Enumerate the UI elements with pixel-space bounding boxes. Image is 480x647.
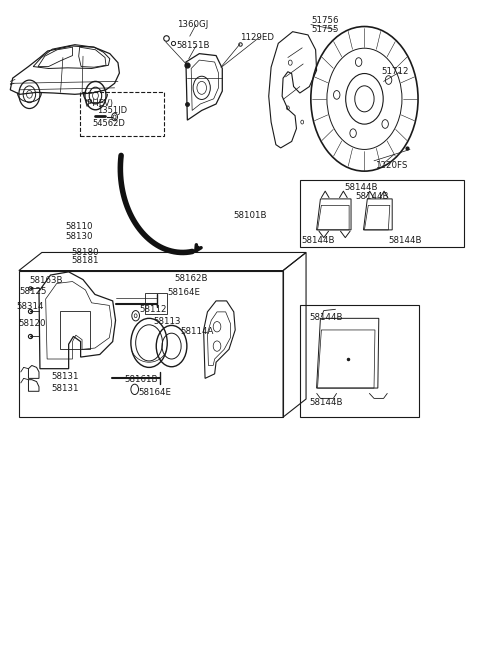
Bar [300,180,464,247]
Text: 58112: 58112 [140,305,167,314]
Text: 51755: 51755 [312,25,339,34]
Text: 58161B: 58161B [124,375,157,384]
Text: 58151B: 58151B [177,41,210,50]
Bar [300,305,420,417]
Text: 1129ED: 1129ED [240,33,274,42]
Text: 1360GJ: 1360GJ [177,20,208,29]
Text: 58144B: 58144B [301,236,335,245]
Text: 58144B: 58144B [310,398,343,407]
Text: 58144B: 58144B [356,192,389,201]
Text: 58314: 58314 [16,302,44,311]
Text: 58120: 58120 [19,319,47,328]
Text: 1220FS: 1220FS [375,161,408,170]
Text: 58110: 58110 [65,222,93,231]
Text: 58180: 58180 [72,248,99,257]
Text: 58131: 58131 [51,372,78,381]
Text: 58113: 58113 [153,317,180,326]
Text: 54562D: 54562D [93,119,125,128]
Bar [19,270,283,417]
Text: 58101B: 58101B [234,210,267,219]
Text: 58163B: 58163B [29,276,63,285]
Text: 58114A: 58114A [180,327,214,336]
Text: (PHEV): (PHEV) [84,99,113,108]
Text: 58131: 58131 [51,384,78,393]
Text: 51712: 51712 [381,67,408,76]
Bar [80,93,164,137]
Text: 58162B: 58162B [174,274,207,283]
Text: 58144B: 58144B [388,236,422,245]
Bar [145,293,167,314]
Text: 58125: 58125 [20,287,48,296]
Text: 58181: 58181 [72,256,99,265]
Text: 1351JD: 1351JD [97,106,128,115]
Text: 58130: 58130 [65,232,93,241]
Text: 58164E: 58164E [167,288,200,297]
Text: 58144B: 58144B [344,183,378,192]
Text: 58164E: 58164E [139,388,171,397]
Text: 51756: 51756 [312,16,339,25]
Text: 58144B: 58144B [310,313,343,322]
